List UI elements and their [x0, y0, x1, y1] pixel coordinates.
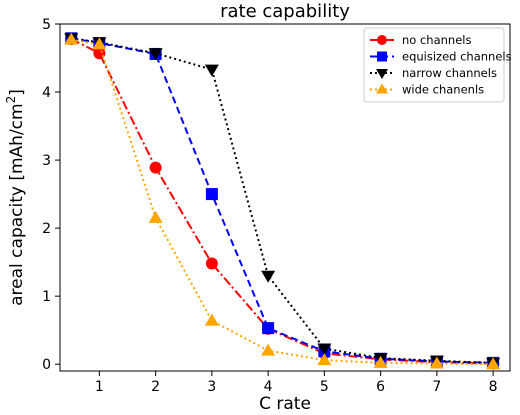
y-axis-title: areal capacity [mAh/cm2]	[4, 89, 27, 306]
y-axis: 0 1 2 3 4 5	[42, 17, 60, 373]
y-tick-label: 4	[42, 85, 51, 101]
y-tick-label: 2	[42, 221, 51, 237]
x-tick-label: 3	[207, 379, 216, 395]
legend: no channels equisized channels narrow chan…	[363, 27, 512, 103]
plot-frame	[59, 23, 511, 372]
data-point	[317, 343, 332, 356]
data-point	[376, 69, 388, 79]
data-point	[376, 83, 388, 94]
data-point	[429, 356, 444, 369]
data-point	[148, 48, 163, 61]
data-point	[261, 343, 276, 356]
data-point	[204, 64, 219, 77]
data-point	[148, 210, 163, 223]
data-point	[377, 51, 387, 62]
series-line	[71, 37, 494, 364]
x-tick-label: 8	[489, 379, 498, 395]
legend-label: narrow channels	[402, 66, 497, 80]
data-point	[262, 322, 275, 335]
data-point	[205, 188, 218, 201]
series-layer	[64, 32, 501, 370]
data-point	[486, 357, 501, 370]
x-axis-title: C rate	[259, 394, 311, 414]
data-point	[64, 32, 79, 45]
x-tick-label: 1	[95, 379, 104, 395]
data-point	[92, 37, 107, 50]
legend-label: no channels	[402, 33, 471, 47]
legend-item: no channels	[370, 33, 471, 47]
legend-item: narrow channels	[370, 66, 497, 80]
series-4	[64, 32, 501, 370]
x-tick-label: 4	[264, 379, 273, 395]
data-point	[317, 353, 332, 366]
data-point	[205, 257, 218, 270]
data-point	[149, 161, 162, 174]
data-point	[204, 313, 219, 326]
data-point	[377, 35, 387, 45]
x-tick-label: 7	[432, 379, 441, 395]
legend-box	[363, 27, 505, 103]
series-line	[70, 38, 494, 365]
legend-label: equisized channels	[402, 50, 512, 64]
y-tick-label: 3	[42, 153, 51, 169]
x-axis: 1 2 3 4 5 6 7 8	[95, 371, 498, 395]
legend-item: wide chanenls	[370, 83, 484, 97]
x-tick-label: 5	[320, 379, 329, 395]
x-tick-label: 6	[376, 379, 385, 395]
y-tick-label: 5	[42, 17, 51, 33]
x-tick-label: 2	[151, 379, 160, 395]
legend-label: wide chanenls	[402, 83, 484, 97]
y-tick-label: 1	[42, 289, 51, 305]
legend-item: equisized channels	[370, 50, 512, 64]
data-point	[261, 270, 276, 283]
chart-title: rate capability	[220, 1, 350, 22]
y-tick-label: 0	[42, 357, 51, 373]
data-point	[373, 355, 388, 368]
